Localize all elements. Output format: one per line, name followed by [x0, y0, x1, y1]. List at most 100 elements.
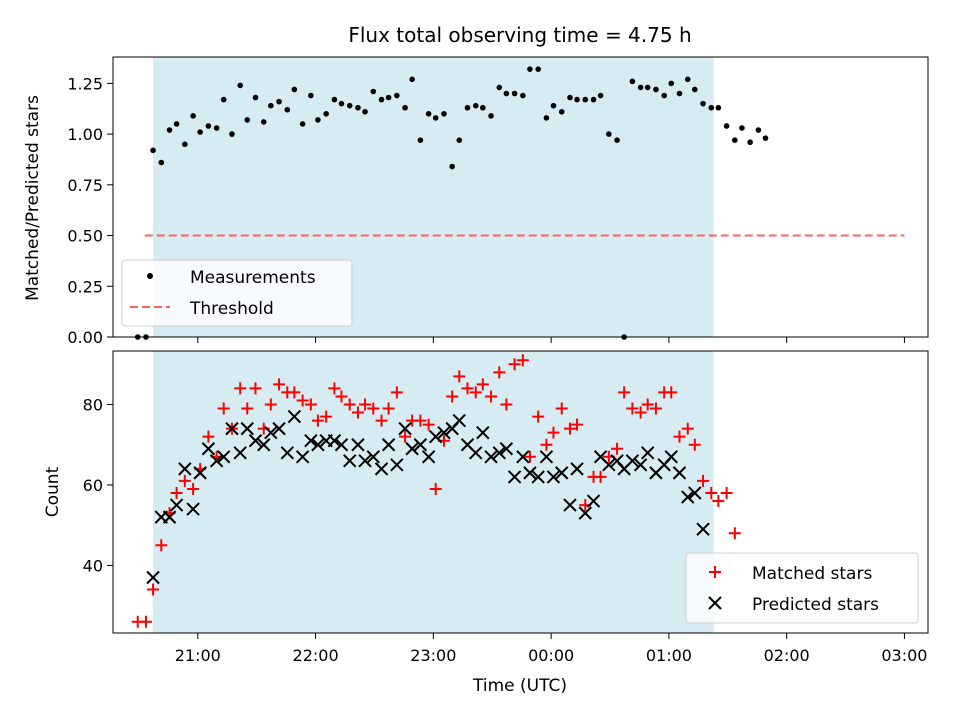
measurement-point [668, 80, 675, 87]
matched-star-point [414, 414, 427, 427]
predicted-star-point [563, 498, 577, 512]
predicted-star-point [186, 502, 200, 516]
predicted-star-point [201, 442, 216, 456]
count-panel-legend: Matched stars Predicted stars [685, 552, 919, 624]
predicted-star-point [217, 450, 231, 464]
predicted-star-point [264, 425, 278, 440]
measurement-point [205, 123, 212, 129]
measurement-point [503, 90, 510, 97]
matched-star-point [155, 539, 168, 552]
y-tick-label: 0.25 [67, 277, 103, 296]
x-tick-label: 01:00 [646, 646, 692, 665]
matched-star-point [571, 418, 584, 431]
measurement-point [166, 127, 173, 133]
predicted-star-point [405, 442, 419, 456]
matched-star-point [563, 422, 576, 435]
measurement-point [331, 96, 338, 103]
measurement-point [370, 88, 377, 95]
predicted-star-point [304, 434, 318, 448]
predicted-star-point [272, 421, 286, 436]
measurement-point [496, 84, 503, 91]
measurement-point [260, 119, 267, 125]
measurement-point [597, 92, 604, 99]
predicted-star-point [413, 438, 428, 452]
predicted-star-point [146, 570, 160, 585]
matched-star-point [626, 402, 639, 415]
matched-star-point [328, 382, 341, 395]
ratio-panel-ylabel: Matched/Predicted stars [23, 95, 43, 301]
count-panel: 40 60 80 21:00 22:00 23:00 00:00 01:00 02:00 03:… [43, 350, 929, 665]
matched-star-point [202, 430, 215, 443]
measurement-point [308, 92, 314, 99]
measurement-point [629, 78, 636, 85]
matched-star-point [641, 398, 654, 411]
measurement-point [173, 121, 180, 127]
measurement-point [402, 104, 408, 111]
measurement-point [449, 163, 455, 170]
predicted-star-point [233, 446, 247, 460]
matched-star-point [705, 487, 718, 500]
predicted-star-point [476, 425, 490, 440]
matched-star-point [453, 370, 466, 383]
matched-star-point [508, 358, 521, 371]
measurement-point [378, 96, 385, 103]
matched-star-point [673, 430, 686, 443]
matched-star-point [634, 406, 647, 419]
matched-star-point [241, 402, 254, 415]
predicted-star-point [640, 446, 655, 460]
predicted-star-point [421, 450, 436, 464]
measurement-point [190, 113, 196, 119]
measurement-point [394, 92, 400, 99]
measurement-point [355, 104, 361, 111]
predicted-star-point [539, 450, 554, 464]
measurement-point [574, 96, 580, 103]
measurement-point [708, 104, 715, 111]
measurement-point [567, 94, 573, 101]
matched-star-point [296, 394, 309, 407]
matched-star-point [516, 354, 529, 367]
matched-star-point [249, 382, 262, 395]
measurement-point [614, 137, 620, 143]
predicted-star-point [311, 438, 325, 452]
measurement-point [511, 90, 518, 97]
predicted-star-point [499, 442, 514, 456]
matched-star-point [476, 378, 489, 391]
predicted-star-point [452, 413, 466, 428]
matched-star-point [422, 418, 435, 431]
predicted-star-point [381, 438, 396, 452]
measurement-point [197, 129, 203, 135]
matched-star-point [178, 474, 191, 487]
measurement-point [346, 102, 353, 109]
predicted-star-point [688, 486, 702, 500]
measurement-point [692, 86, 698, 93]
legend-predicted-marker [708, 596, 722, 610]
measurement-point [150, 147, 156, 154]
measurement-point [362, 108, 368, 115]
matched-star-point [367, 402, 380, 415]
predicted-star-point [295, 450, 310, 464]
measurement-point [637, 84, 644, 91]
predicted-star-point [437, 425, 451, 440]
predicted-star-point [492, 446, 507, 460]
matched-star-point [532, 410, 545, 423]
ratio-panel: 0.00 0.25 0.50 0.75 1.00 1.25 Matched/Predict… [23, 56, 929, 347]
y-tick-label: 40 [83, 556, 103, 575]
predicted-star-point [469, 446, 483, 460]
legend-predicted-label: Predicted stars [752, 595, 879, 615]
measurement-point [268, 102, 274, 109]
predicted-star-point [555, 466, 569, 480]
measurement-point [464, 104, 471, 111]
measurement-point [182, 141, 188, 148]
x-tick-label: 00:00 [528, 646, 574, 665]
measurement-point [661, 92, 667, 99]
matched-star-point [399, 430, 412, 443]
measurement-point [582, 96, 589, 103]
matched-star-point [446, 390, 459, 403]
predicted-star-point [334, 438, 349, 452]
x-tick-label: 02:00 [764, 646, 810, 665]
predicted-star-point [374, 462, 389, 476]
matched-star-point [728, 527, 741, 540]
predicted-star-point [428, 429, 443, 444]
predicted-star-point [531, 470, 545, 484]
